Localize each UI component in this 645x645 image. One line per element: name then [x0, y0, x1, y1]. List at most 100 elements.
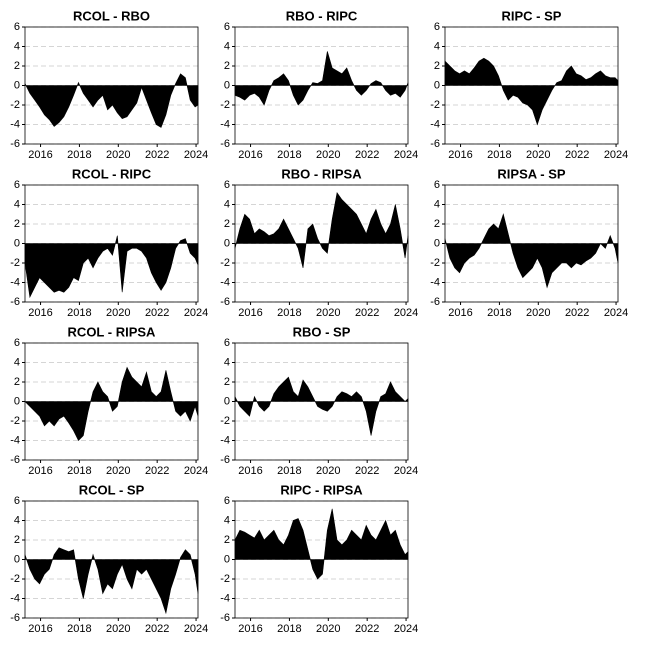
area: [234, 376, 409, 436]
y-tick-label: -4: [220, 276, 230, 288]
x-tick-label: 2020: [106, 149, 130, 161]
y-tick-label: 0: [224, 79, 230, 91]
area: [24, 235, 199, 299]
y-tick-label: -2: [220, 573, 230, 585]
y-tick-label: 2: [14, 218, 20, 230]
plot-frame: [444, 184, 619, 303]
panel-title: RIPC - SP: [502, 8, 562, 23]
x-tick-label: 2018: [67, 307, 91, 319]
y-tick-label: 2: [224, 534, 230, 546]
plot-frame: [24, 184, 199, 303]
x-tick-label: 2024: [184, 149, 208, 161]
y-tick-label: -2: [10, 573, 20, 585]
x-tick-label: 2024: [394, 307, 418, 319]
y-tick-label: -6: [10, 612, 20, 624]
y-tick-label: 4: [224, 40, 230, 52]
y-tick-label: -6: [220, 138, 230, 150]
plot-frame: [234, 500, 409, 619]
y-tick-label: 0: [14, 395, 20, 407]
y-tick-label: 6: [224, 495, 230, 507]
y-tick-label: 2: [224, 60, 230, 72]
x-tick-label: 2024: [394, 623, 418, 635]
x-tick-label: 2018: [67, 623, 91, 635]
x-tick-label: 2016: [238, 149, 262, 161]
x-tick-label: 2022: [355, 465, 379, 477]
y-tick-label: -2: [10, 257, 20, 269]
x-tick-label: 2020: [526, 307, 550, 319]
x-tick-label: 2024: [604, 307, 628, 319]
plot-frame: [24, 342, 199, 461]
panel-title: RBO - RIPSA: [281, 166, 362, 181]
y-tick-label: -2: [430, 257, 440, 269]
x-tick-label: 2022: [355, 149, 379, 161]
y-tick-label: 6: [224, 337, 230, 349]
x-tick-label: 2022: [355, 623, 379, 635]
y-tick-label: 0: [224, 553, 230, 565]
y-tick-label: 6: [14, 337, 20, 349]
x-tick-label: 2024: [394, 465, 418, 477]
y-tick-label: 4: [224, 514, 230, 526]
y-tick-label: -6: [220, 296, 230, 308]
x-tick-label: 2016: [28, 149, 52, 161]
x-tick-label: 2022: [145, 307, 169, 319]
x-tick-label: 2022: [565, 149, 589, 161]
area: [234, 192, 409, 268]
y-tick-label: 2: [14, 60, 20, 72]
y-tick-label: -4: [220, 118, 230, 130]
y-tick-label: -4: [430, 276, 440, 288]
y-tick-label: 2: [434, 60, 440, 72]
x-tick-label: 2016: [238, 623, 262, 635]
y-tick-label: -6: [430, 296, 440, 308]
y-tick-label: 0: [14, 79, 20, 91]
x-tick-label: 2022: [145, 149, 169, 161]
y-tick-label: -4: [10, 434, 20, 446]
y-tick-label: 4: [224, 356, 230, 368]
y-tick-label: -2: [220, 257, 230, 269]
y-tick-label: -6: [10, 454, 20, 466]
y-tick-label: -4: [430, 118, 440, 130]
area: [444, 57, 619, 126]
x-tick-label: 2020: [106, 307, 130, 319]
y-tick-label: 0: [434, 237, 440, 249]
plot-frame: [234, 184, 409, 303]
y-tick-label: -2: [10, 415, 20, 427]
y-tick-label: 0: [14, 553, 20, 565]
x-tick-label: 2024: [184, 623, 208, 635]
y-tick-label: 0: [224, 237, 230, 249]
x-tick-label: 2024: [394, 149, 418, 161]
x-tick-label: 2016: [448, 307, 472, 319]
x-tick-label: 2018: [277, 307, 301, 319]
plot-frame: [24, 500, 199, 619]
y-tick-label: 0: [14, 237, 20, 249]
x-tick-label: 2020: [316, 307, 340, 319]
x-tick-label: 2018: [67, 149, 91, 161]
x-tick-label: 2016: [238, 307, 262, 319]
x-tick-label: 2020: [316, 465, 340, 477]
y-tick-label: -4: [10, 118, 20, 130]
x-tick-label: 2018: [277, 623, 301, 635]
y-tick-label: -6: [10, 138, 20, 150]
area: [234, 51, 409, 106]
x-tick-label: 2022: [145, 623, 169, 635]
x-tick-label: 2016: [28, 307, 52, 319]
y-tick-label: 6: [434, 179, 440, 191]
plot-frame: [234, 26, 409, 145]
panel-title: RIPC - RIPSA: [280, 482, 363, 497]
plot-frame: [444, 26, 619, 145]
x-tick-label: 2018: [277, 149, 301, 161]
y-tick-label: -6: [10, 296, 20, 308]
x-tick-label: 2018: [487, 149, 511, 161]
x-tick-label: 2022: [565, 307, 589, 319]
y-tick-label: 6: [434, 21, 440, 33]
y-tick-label: -6: [220, 612, 230, 624]
area: [24, 366, 199, 442]
y-tick-label: -6: [430, 138, 440, 150]
area: [24, 547, 199, 615]
x-tick-label: 2018: [487, 307, 511, 319]
x-tick-label: 2016: [238, 465, 262, 477]
x-tick-label: 2020: [316, 149, 340, 161]
x-tick-label: 2016: [28, 623, 52, 635]
y-tick-label: 4: [434, 40, 440, 52]
y-tick-label: -4: [10, 276, 20, 288]
